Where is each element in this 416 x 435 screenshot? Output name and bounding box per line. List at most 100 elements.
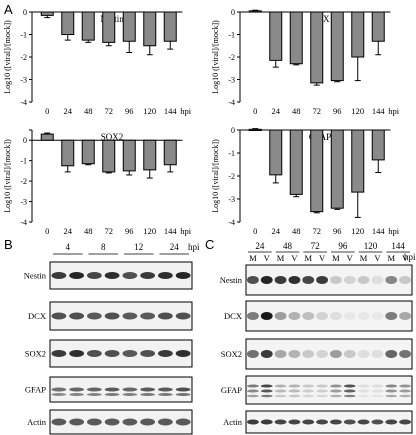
blot-band	[87, 387, 102, 392]
blot-band	[288, 394, 301, 398]
blot-band	[175, 387, 191, 392]
blot-band	[302, 384, 315, 388]
blot-band	[302, 419, 315, 425]
x-tick-label: 144	[164, 106, 178, 116]
blot-band	[51, 272, 67, 279]
bar	[122, 11, 136, 42]
y-tick-label: -2	[228, 172, 235, 181]
blot-band	[330, 312, 342, 320]
blot-band	[104, 418, 120, 426]
blot-band	[343, 384, 356, 388]
blot-band	[69, 312, 84, 320]
x-tick-label: 0	[45, 226, 49, 236]
blot-band	[343, 276, 356, 284]
x-tick-label: 0	[45, 106, 49, 116]
blot-band	[385, 384, 398, 388]
blot-band	[357, 419, 370, 425]
x-tick-label: 144	[164, 226, 178, 236]
y-axis-label: Log10 ([viral]/[mock])	[211, 139, 220, 213]
blot-band	[399, 394, 411, 398]
blot-band	[104, 387, 120, 392]
lane-label: M	[387, 253, 395, 263]
blot-band	[274, 384, 287, 388]
blot-band	[247, 389, 259, 393]
lane-label: V	[291, 253, 298, 263]
x-axis-unit: hpi	[180, 106, 192, 116]
x-tick-label: 144	[372, 226, 386, 236]
blot-band	[288, 312, 301, 320]
lane-label: V	[402, 253, 409, 263]
blot-band	[399, 312, 411, 320]
blot-band	[87, 393, 102, 396]
blot-band	[302, 389, 315, 393]
blot-band	[330, 419, 342, 425]
blot-band	[330, 276, 342, 284]
time-label: 8	[101, 242, 106, 252]
blot-band	[385, 350, 398, 358]
blot-band	[274, 419, 287, 425]
y-tick-label: -1	[20, 157, 27, 166]
blot-band	[260, 276, 273, 284]
blot-band	[385, 419, 398, 425]
blot-band	[175, 350, 191, 357]
panel-letter-a: A	[4, 2, 13, 17]
blot-band	[302, 312, 315, 320]
blot-band	[247, 419, 259, 425]
panel-letter-c: C	[205, 237, 215, 252]
bar	[143, 139, 157, 171]
y-tick-label: 0	[23, 8, 27, 17]
y-tick-label: -3	[20, 198, 27, 207]
lane-label: M	[304, 253, 312, 263]
blot-band	[247, 312, 259, 320]
blot-band	[316, 312, 328, 320]
blot-band	[158, 312, 173, 320]
blot-band	[385, 276, 398, 284]
blot-band	[343, 389, 356, 393]
y-axis-label: Log10 ([viral]/[mock])	[211, 20, 220, 94]
x-tick-label: 0	[253, 106, 257, 116]
bar	[102, 11, 116, 43]
blot-band	[122, 387, 138, 392]
blot-row-label: Actin	[223, 417, 243, 427]
blot-band	[69, 418, 84, 426]
blot-row-label: DCX	[28, 311, 46, 321]
blot-band	[158, 387, 173, 392]
y-tick-label: -1	[228, 149, 235, 158]
blot-band	[330, 384, 342, 388]
bar	[40, 133, 54, 141]
blot-band	[343, 312, 356, 320]
blot-band	[399, 419, 411, 425]
blot-band	[385, 394, 398, 398]
blot-band	[316, 389, 328, 393]
blot-band	[399, 384, 411, 388]
time-label: 4	[66, 242, 71, 252]
blot-band	[104, 272, 120, 279]
blot-row-label: SOX2	[221, 349, 242, 359]
blot-band	[140, 312, 155, 320]
bar	[163, 139, 177, 166]
blot-band	[87, 350, 102, 357]
blot-band	[260, 419, 273, 425]
x-tick-label: 48	[292, 106, 301, 116]
blot-band	[175, 312, 191, 320]
blot-band	[260, 394, 273, 398]
bar	[143, 11, 157, 47]
x-tick-label: 96	[125, 226, 134, 236]
y-tick-label: -3	[228, 195, 235, 204]
blot-row-label: DCX	[224, 311, 242, 321]
bar	[289, 11, 303, 65]
blot-band	[140, 350, 155, 357]
blot-row-label: GFAP	[25, 385, 46, 395]
blot-band	[288, 350, 301, 358]
bar	[269, 11, 283, 61]
blot-band	[158, 418, 173, 426]
blot-row-label: SOX2	[25, 349, 46, 359]
x-tick-label: 120	[351, 226, 364, 236]
lane-label: M	[332, 253, 340, 263]
y-tick-label: -3	[20, 76, 27, 85]
blot-band	[385, 312, 398, 320]
lane-label: M	[249, 253, 257, 263]
blot-band	[140, 393, 155, 396]
blot-band	[330, 389, 342, 393]
